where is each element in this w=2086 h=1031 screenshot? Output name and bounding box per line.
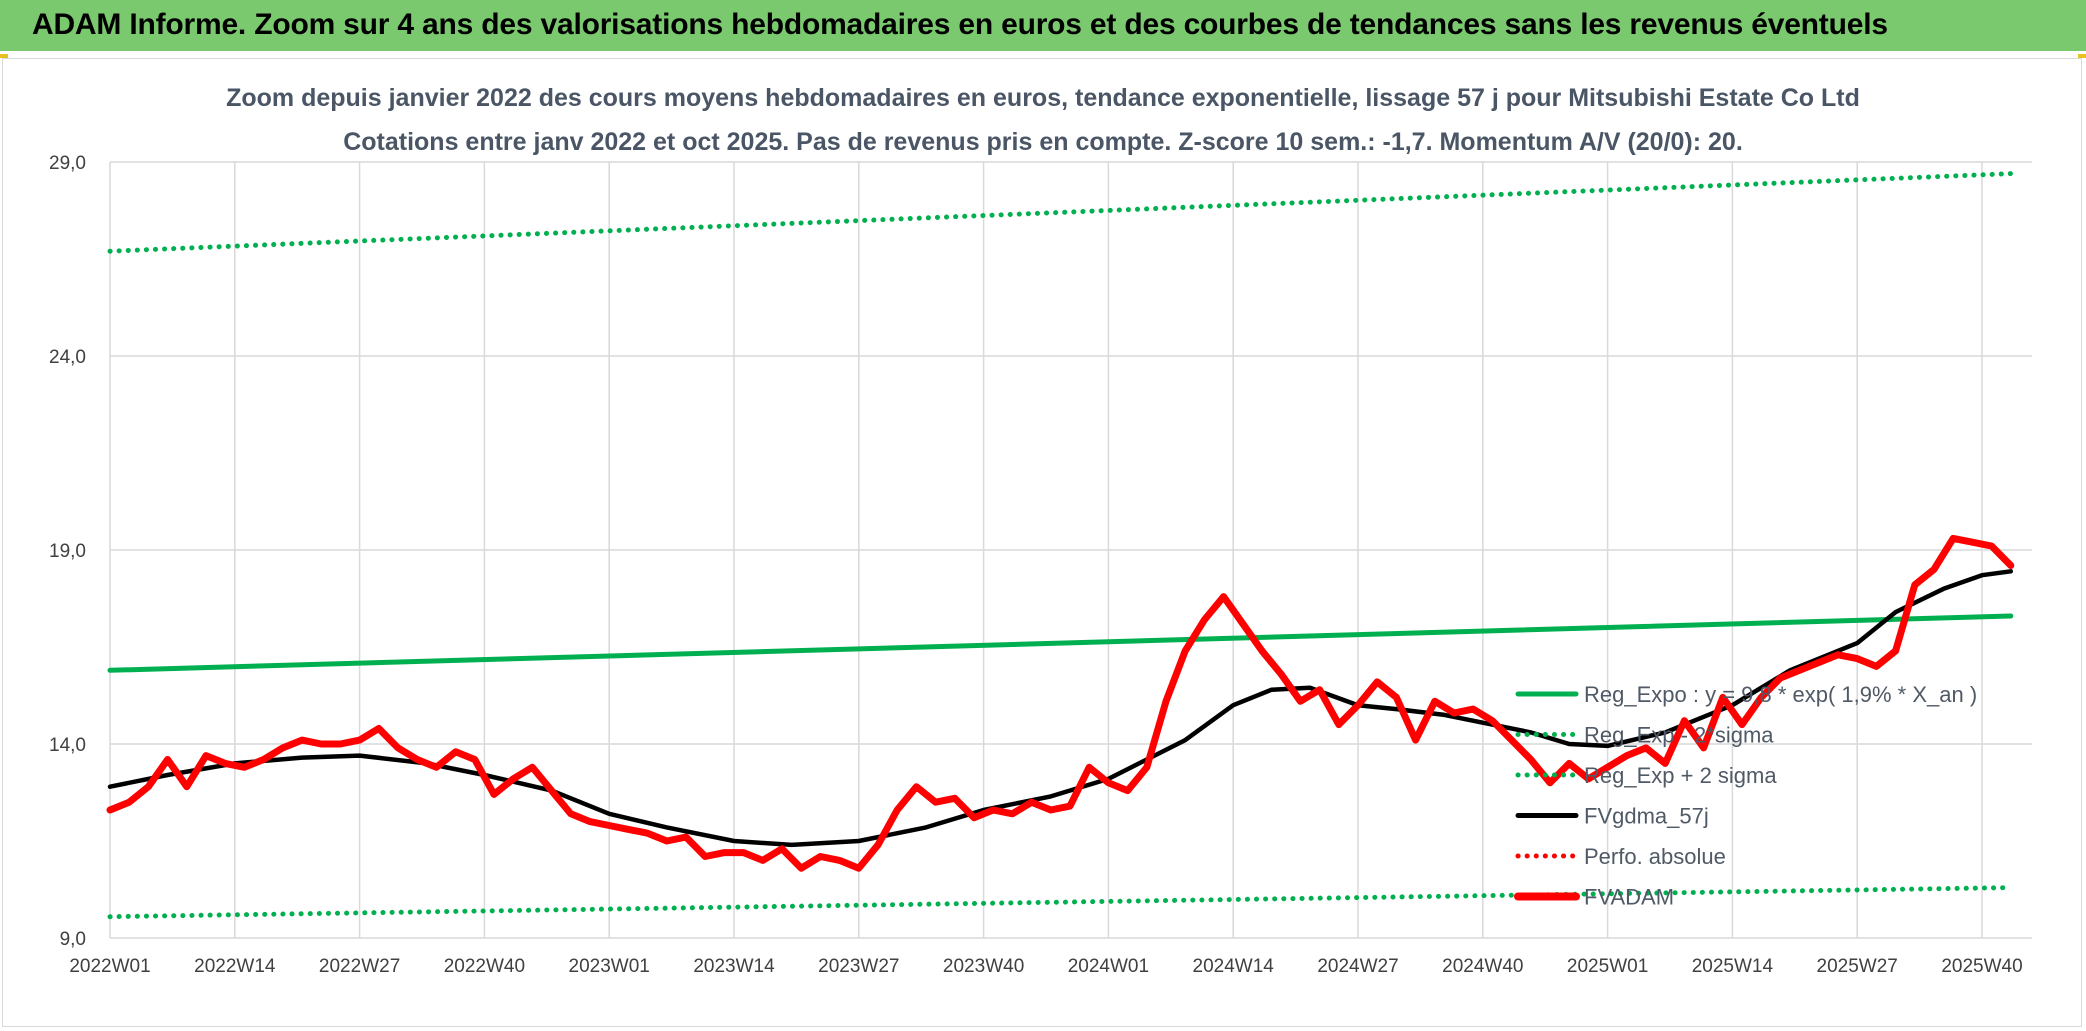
x-tick-label: 2025W40 xyxy=(1941,956,2022,977)
grid-lines xyxy=(109,161,2032,939)
chart-frame xyxy=(2,58,2082,1027)
x-tick-label: 2023W14 xyxy=(693,956,775,977)
x-tick-label: 2022W14 xyxy=(194,956,276,977)
legend-label: Perfo. absolue xyxy=(1584,844,1726,869)
y-tick-label: 14,0 xyxy=(49,735,86,756)
series-line-reg-exp-2-sigma xyxy=(107,885,2014,920)
x-tick-label: 2023W27 xyxy=(818,956,899,977)
x-tick-label: 2022W01 xyxy=(69,956,150,977)
banner-accent-left xyxy=(0,54,8,58)
series-lines xyxy=(106,171,2015,920)
legend-label: FVADAM xyxy=(1584,885,1674,910)
x-tick-label: 2024W14 xyxy=(1193,956,1275,977)
legend-label: Reg_Expo : y = 9,8 * exp( 1,9% * X_an ) xyxy=(1584,682,1977,707)
legend-label: Reg_Exp + 2 sigma xyxy=(1584,763,1777,788)
chart-subtitle: Cotations entre janv 2022 et oct 2025. P… xyxy=(343,128,1743,156)
series-line-fvgdma-57j xyxy=(107,569,2014,848)
y-tick-label: 9,0 xyxy=(60,929,86,950)
x-tick-label: 2024W27 xyxy=(1317,956,1398,977)
series-line-reg-exp-2-sigma xyxy=(107,171,2014,254)
legend-label: FVgdma_57j xyxy=(1584,804,1709,829)
x-tick-label: 2025W27 xyxy=(1817,956,1898,977)
y-tick-label: 24,0 xyxy=(49,347,86,368)
axis-labels: 9,0 14,0 19,0 24,0 29,0 2022W01 2022W14 2022W27… xyxy=(49,153,2023,977)
x-tick-label: 2023W01 xyxy=(569,956,650,977)
y-tick-label: 19,0 xyxy=(49,541,86,562)
x-tick-label: 2024W01 xyxy=(1068,956,1149,977)
series-line-reg-expo-y-9-8-exp-1-9-x-an xyxy=(107,613,2014,673)
banner-accent-right xyxy=(2078,54,2086,58)
x-tick-label: 2024W40 xyxy=(1442,956,1523,977)
chart-title: Zoom depuis janvier 2022 des cours moyen… xyxy=(226,84,1860,112)
x-tick-label: 2022W27 xyxy=(319,956,400,977)
series-line-fvadam xyxy=(106,534,2015,872)
x-tick-label: 2025W01 xyxy=(1567,956,1648,977)
x-tick-label: 2023W40 xyxy=(943,956,1024,977)
report-title: ADAM Informe. Zoom sur 4 ans des valoris… xyxy=(32,8,1888,41)
report-banner: ADAM Informe. Zoom sur 4 ans des valoris… xyxy=(0,0,2086,54)
x-tick-label: 2025W14 xyxy=(1692,956,1774,977)
x-tick-label: 2022W40 xyxy=(444,956,525,977)
legend: Reg_Expo : y = 9,8 * exp( 1,9% * X_an ) R… xyxy=(1514,682,1977,910)
y-tick-label: 29,0 xyxy=(49,153,86,174)
legend-label: Reg_Exp - 2*sigma xyxy=(1584,723,1774,748)
